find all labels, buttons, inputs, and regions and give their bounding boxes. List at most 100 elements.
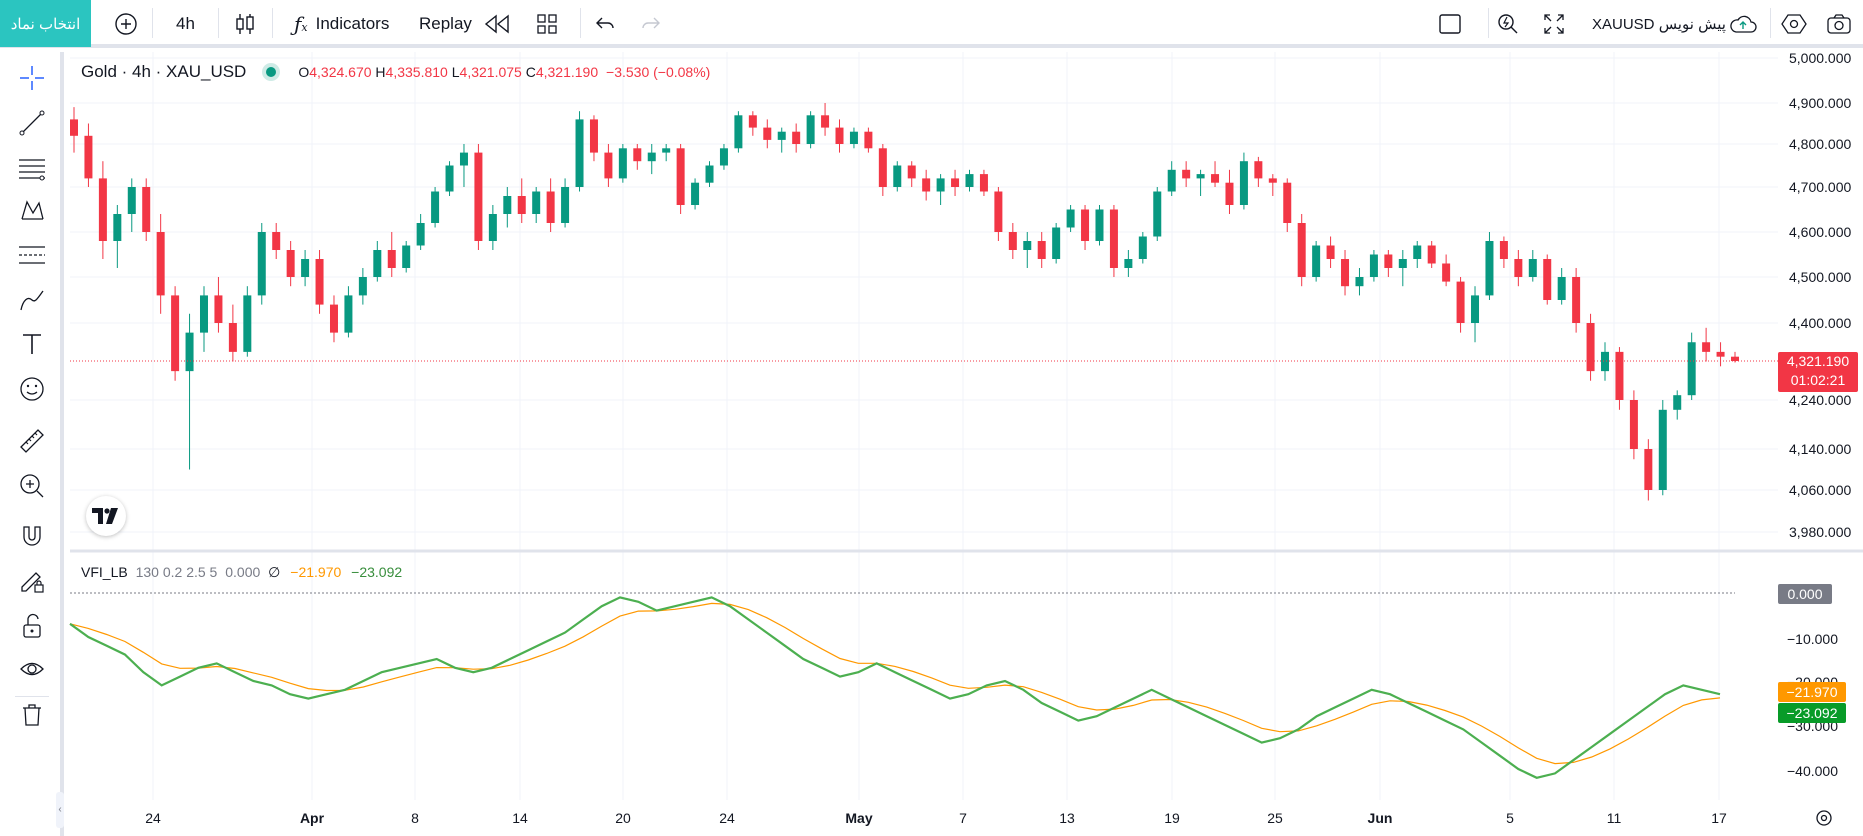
candle-body — [1023, 241, 1032, 250]
brush-icon[interactable] — [15, 283, 49, 317]
candles-style-icon[interactable] — [234, 0, 256, 47]
vfi-signal-tag: −21.970 — [1778, 682, 1846, 702]
candle-body — [1008, 232, 1017, 250]
vfi-signal-value: −21.970 — [290, 564, 342, 580]
cloud-save-icon[interactable] — [1728, 0, 1758, 47]
candle-body — [748, 115, 757, 128]
trash-icon[interactable] — [15, 696, 49, 731]
time-axis-label: Jun — [1367, 810, 1393, 826]
open-key: O — [298, 64, 310, 80]
chart-settings-icon[interactable] — [1814, 808, 1834, 833]
low-value: 4,321.075 — [459, 64, 522, 80]
symbol-search-button[interactable]: انتخاب نماد — [0, 0, 91, 47]
price-scale-label: 4,500.000 — [1789, 269, 1852, 285]
crosshair-icon[interactable] — [15, 61, 49, 95]
vfi-signal-line — [69, 602, 1721, 765]
pattern-icon[interactable] — [15, 194, 49, 228]
candle-body — [662, 148, 671, 153]
forecast-icon[interactable] — [15, 238, 49, 272]
candle-body — [1167, 169, 1176, 192]
candle-body — [575, 119, 584, 187]
candle-body — [994, 191, 1003, 232]
zoom-in-icon[interactable] — [15, 469, 49, 503]
vfi-empty-glyph: ∅ — [268, 564, 281, 580]
candle-body — [127, 187, 136, 214]
interval-selector[interactable]: 4h — [176, 13, 195, 33]
candle-body — [1731, 356, 1739, 362]
vfi-scale-label: −40.000 — [1787, 763, 1838, 779]
candle-body — [474, 152, 483, 241]
replay-button[interactable]: Replay — [419, 0, 512, 47]
time-axis-label: 24 — [719, 810, 735, 826]
high-value: 4,335.810 — [385, 64, 448, 80]
candle-body — [532, 191, 541, 214]
candle-body — [503, 196, 512, 214]
candle-body — [214, 295, 223, 323]
candle-body — [1153, 191, 1162, 237]
drawing-toolbar: ‹ — [0, 52, 64, 836]
collapse-toolbar-handle[interactable]: ‹ — [56, 792, 64, 828]
candle-body — [257, 232, 266, 296]
add-symbol-icon[interactable] — [113, 0, 139, 47]
candle-body — [1037, 241, 1046, 259]
candle-body — [1225, 182, 1234, 205]
fullscreen-square-icon[interactable] — [1438, 0, 1462, 47]
candle-body — [199, 295, 208, 333]
time-axis-label: Apr — [299, 810, 325, 826]
candle-body — [1297, 223, 1306, 277]
candle-body — [1326, 245, 1335, 259]
tradingview-logo[interactable] — [86, 496, 126, 536]
layout-grid-icon[interactable] — [536, 0, 558, 47]
candle-body — [387, 250, 396, 268]
undo-icon[interactable] — [594, 0, 616, 47]
vfi-name: VFI_LB — [81, 564, 128, 580]
expand-icon[interactable] — [1543, 0, 1565, 47]
quick-search-icon[interactable] — [1496, 0, 1520, 47]
candle-body — [1629, 400, 1638, 449]
candle-body — [835, 127, 844, 144]
candle-body — [329, 304, 338, 333]
candle-body — [1601, 351, 1610, 372]
vfi-legend[interactable]: VFI_LB 130 0.2 2.5 5 0.000 ∅ −21.970 −23… — [81, 564, 402, 581]
candle-body — [1572, 277, 1581, 323]
time-axis-label: 17 — [1711, 810, 1727, 826]
candle-body — [1283, 182, 1292, 223]
price-scale-label: 4,900.000 — [1789, 95, 1852, 111]
emoji-icon[interactable] — [15, 372, 49, 406]
text-icon[interactable] — [15, 327, 49, 361]
top-toolbar: انتخاب نماد 4h ƒx Indicators Replay XAUU… — [0, 0, 1863, 48]
camera-icon[interactable] — [1826, 0, 1852, 47]
candle-body — [849, 131, 858, 144]
price-scale-label: 4,700.000 — [1789, 179, 1852, 195]
redo-icon[interactable] — [640, 0, 662, 47]
ruler-icon[interactable] — [15, 424, 49, 458]
candle-body — [1398, 259, 1407, 268]
candle-body — [315, 259, 324, 305]
rewind-icon — [484, 14, 509, 33]
candle-body — [1456, 281, 1465, 323]
trend-line-icon[interactable] — [15, 106, 49, 140]
eye-icon[interactable] — [15, 652, 49, 686]
indicators-button[interactable]: ƒx Indicators — [294, 0, 389, 47]
candle-body — [676, 148, 685, 205]
candle-body — [936, 178, 945, 192]
unlock-icon[interactable] — [15, 609, 49, 643]
candle-body — [1687, 342, 1696, 396]
symbol-note-label[interactable]: XAUUSD پیش نویس — [1592, 15, 1726, 33]
lock-drawings-icon[interactable] — [15, 564, 49, 598]
candle-body — [171, 295, 180, 372]
settings-hexagon-icon[interactable] — [1781, 0, 1807, 47]
function-icon: ƒx — [294, 11, 308, 36]
fib-lines-icon[interactable] — [15, 151, 49, 185]
candle-body — [1485, 241, 1494, 296]
vfi-zero-tag: 0.000 — [1778, 584, 1832, 604]
candle-body — [1066, 209, 1075, 228]
replay-label: Replay — [419, 13, 472, 33]
close-value: 4,321.190 — [535, 64, 599, 80]
candle-body — [358, 277, 367, 296]
vfi-scale-label: −10.000 — [1787, 631, 1838, 647]
magnet-icon[interactable] — [15, 520, 49, 554]
chart-title[interactable]: Gold · 4h · XAU_USD — [81, 62, 247, 81]
price-scale-label: 4,600.000 — [1789, 224, 1852, 240]
